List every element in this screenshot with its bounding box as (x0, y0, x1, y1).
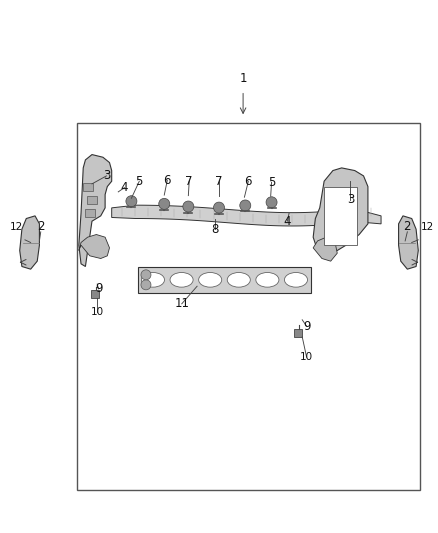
Circle shape (266, 197, 277, 208)
Text: 7: 7 (215, 175, 223, 188)
Text: 3: 3 (347, 193, 354, 206)
Polygon shape (313, 168, 368, 253)
Polygon shape (313, 237, 337, 261)
Text: 9: 9 (95, 282, 102, 295)
Polygon shape (20, 216, 39, 269)
Polygon shape (79, 155, 112, 266)
Text: 10: 10 (300, 352, 313, 362)
Ellipse shape (227, 272, 250, 287)
Bar (87, 196, 97, 204)
Circle shape (183, 201, 194, 212)
Circle shape (141, 270, 151, 280)
Ellipse shape (141, 272, 165, 287)
Text: 4: 4 (120, 181, 128, 194)
Text: 6: 6 (244, 175, 252, 188)
Bar (324, 187, 357, 245)
Text: 6: 6 (163, 174, 171, 187)
Text: 3: 3 (103, 169, 110, 182)
Bar (294, 329, 302, 337)
Bar (83, 182, 92, 191)
Ellipse shape (284, 272, 307, 287)
Text: 7: 7 (185, 175, 193, 188)
Circle shape (141, 280, 151, 290)
Ellipse shape (170, 272, 193, 287)
Polygon shape (112, 205, 381, 226)
Text: 1: 1 (239, 72, 247, 85)
Bar (138, 266, 311, 293)
Text: 10: 10 (91, 307, 104, 317)
Ellipse shape (256, 272, 279, 287)
Text: 5: 5 (268, 176, 275, 189)
Circle shape (213, 202, 225, 213)
Text: 9: 9 (303, 320, 311, 333)
Circle shape (159, 198, 170, 209)
Text: 12: 12 (10, 222, 23, 231)
Text: 2: 2 (403, 220, 411, 233)
Polygon shape (399, 216, 418, 269)
Bar (77, 123, 420, 490)
Bar (91, 290, 99, 298)
Text: 5: 5 (136, 175, 143, 188)
Text: 11: 11 (174, 297, 189, 310)
Polygon shape (79, 235, 110, 259)
Text: 12: 12 (420, 222, 434, 231)
Circle shape (126, 196, 137, 207)
Ellipse shape (199, 272, 222, 287)
Bar (85, 209, 95, 217)
Text: 2: 2 (37, 220, 45, 233)
Text: 8: 8 (211, 223, 218, 236)
Circle shape (240, 200, 251, 211)
Text: 4: 4 (283, 215, 291, 228)
